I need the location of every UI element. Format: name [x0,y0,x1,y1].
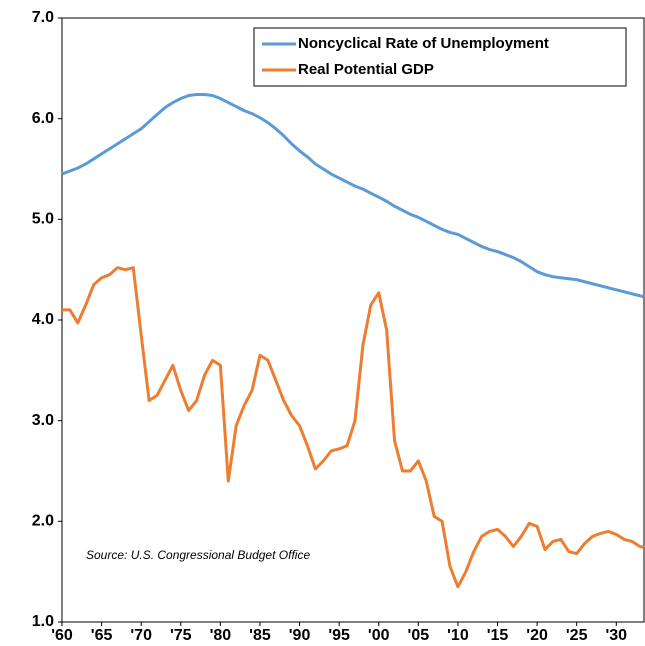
plot-frame [61,17,645,623]
source-note: Source: U.S. Congressional Budget Office [86,548,310,562]
line-series [61,93,645,299]
x-tick-label: '25 [566,627,588,644]
x-tick-label: '05 [408,627,430,644]
x-tick-label: '70 [130,627,152,644]
x-tick-label: '75 [170,627,192,644]
x-tick-label: '30 [605,627,627,644]
x-tick-label: '85 [249,627,271,644]
y-tick-label: 3.0 [32,412,54,429]
x-tick-label: '90 [289,627,311,644]
legend-label: Noncyclical Rate of Unemployment [298,35,549,52]
x-tick-label: '80 [210,627,232,644]
legend-label: Real Potential GDP [298,61,434,78]
x-tick-label: '95 [328,627,350,644]
y-tick-label: 7.0 [32,9,54,26]
y-tick-label: 5.0 [32,211,54,228]
x-tick-label: '15 [487,627,509,644]
line-series [62,266,645,589]
x-tick-label: '00 [368,627,390,644]
y-tick-label: 4.0 [32,311,54,328]
legend-box [253,27,627,87]
x-tick-label: '60 [51,627,73,644]
x-tick-label: '10 [447,627,469,644]
y-tick-label: 6.0 [32,110,54,127]
x-tick-label: '65 [91,627,113,644]
y-tick-label: 2.0 [32,513,54,530]
y-tick-label: 1.0 [32,613,54,630]
x-tick-label: '20 [526,627,548,644]
